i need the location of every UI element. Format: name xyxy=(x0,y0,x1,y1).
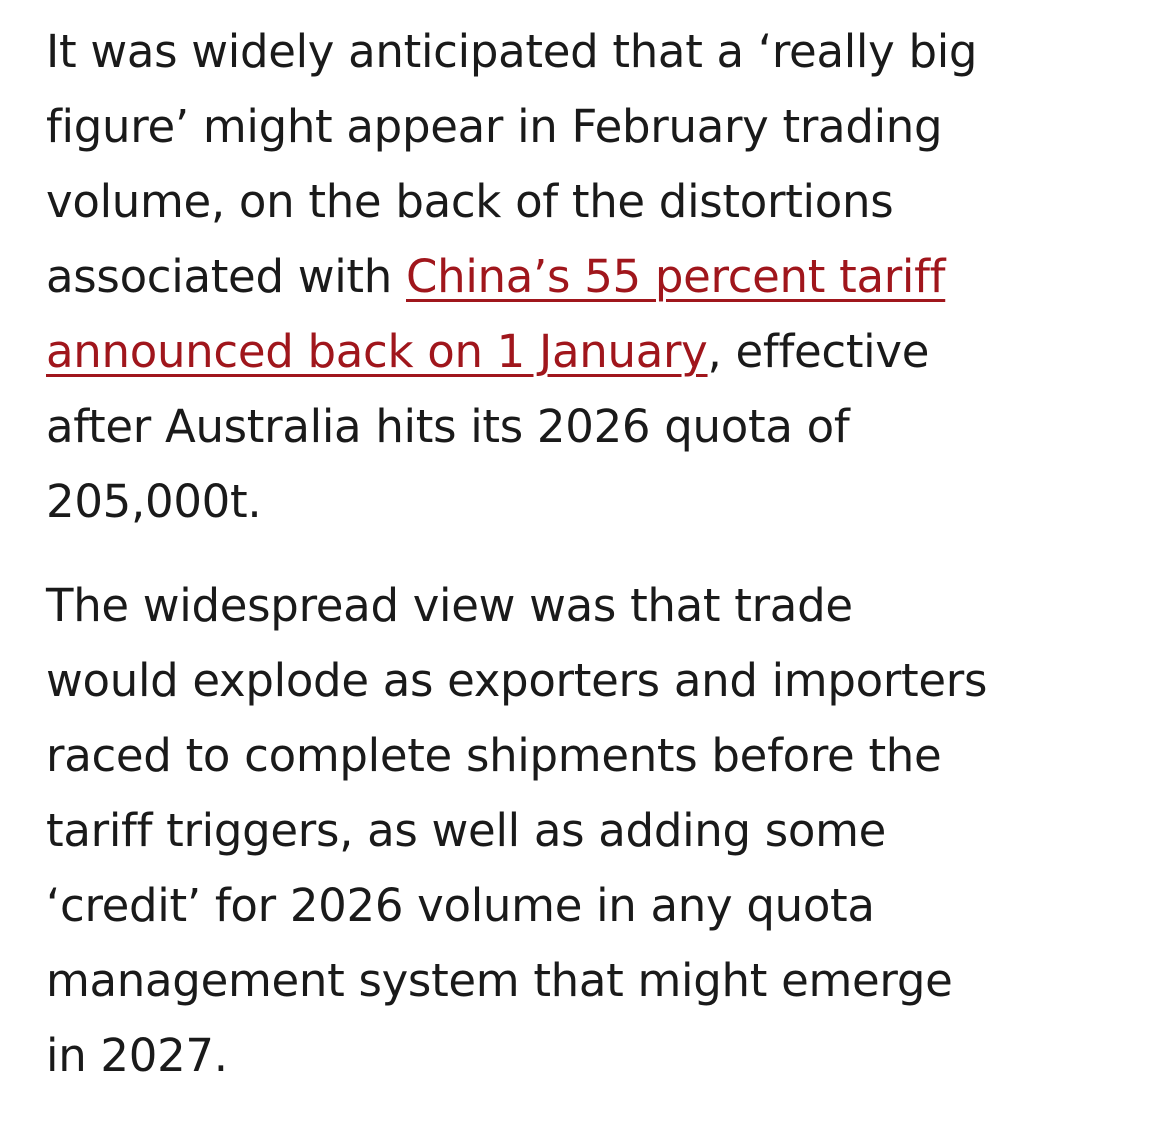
paragraph-1: It was widely anticipated that a ‘really… xyxy=(46,14,1156,539)
text-line: The widespread view was that trade xyxy=(46,579,853,632)
text-line: management system that might emerge xyxy=(46,954,953,1007)
text-segment: associated with xyxy=(46,250,406,303)
text-line: associated with China’s 55 percent tarif… xyxy=(46,239,1156,314)
text-line: figure’ might appear in February trading xyxy=(46,100,943,153)
text-line: after Australia hits its 2026 quota of xyxy=(46,400,850,453)
tariff-article-link[interactable]: China’s 55 percent tariff xyxy=(406,250,946,303)
article-body: It was widely anticipated that a ‘really… xyxy=(46,14,1156,1122)
text-line: volume, on the back of the distortions xyxy=(46,175,894,228)
text-line: would explode as exporters and importers xyxy=(46,654,988,707)
text-line: raced to complete shipments before the xyxy=(46,729,942,782)
text-line: 205,000t. xyxy=(46,475,262,528)
text-line: announced back on 1 January, effective xyxy=(46,314,1156,389)
tariff-article-link-continued[interactable]: announced back on 1 January xyxy=(46,325,708,378)
text-segment: , effective xyxy=(707,325,930,378)
paragraph-2: The widespread view was that trade would… xyxy=(46,568,1156,1093)
text-line: in 2027. xyxy=(46,1029,228,1082)
text-line: It was widely anticipated that a ‘really… xyxy=(46,25,978,78)
text-line: ‘credit’ for 2026 volume in any quota xyxy=(46,879,875,932)
text-line: tariff triggers, as well as adding some xyxy=(46,804,887,857)
